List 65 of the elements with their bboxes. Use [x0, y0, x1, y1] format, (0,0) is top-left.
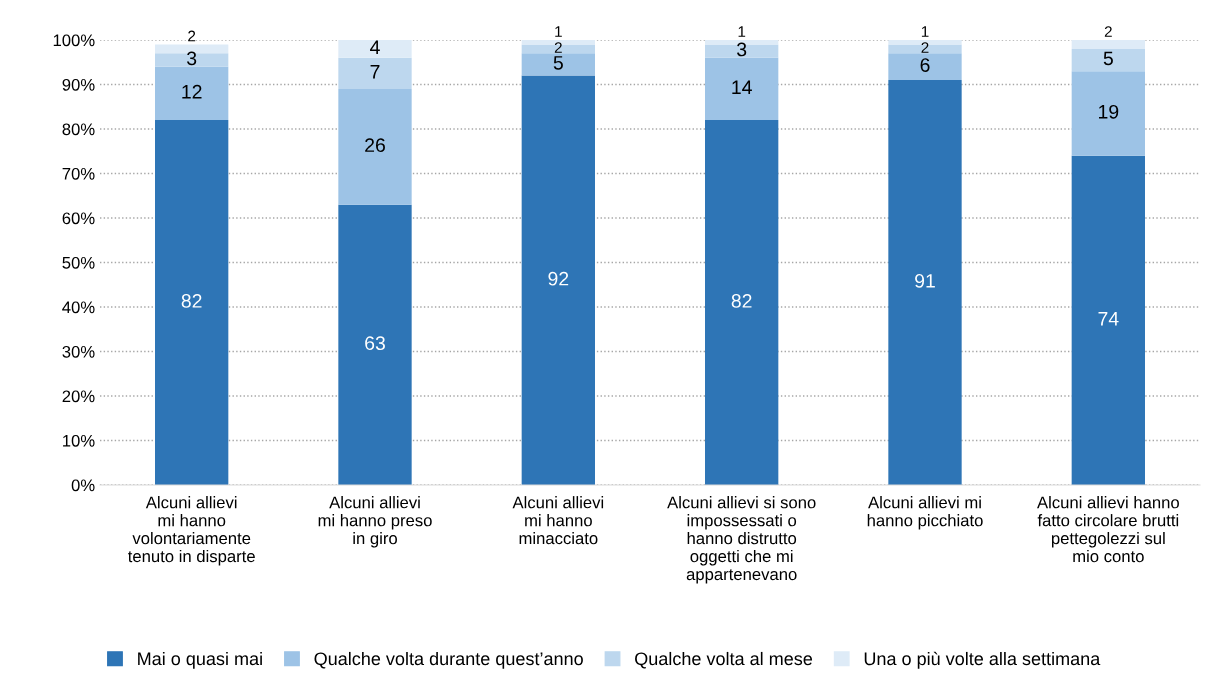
- data-label: 7: [370, 65, 380, 79]
- legend-label: Mai o quasi mai: [138, 651, 262, 669]
- x-tick-label: Alcuni allievi mi hanno preso in giro: [318, 496, 432, 548]
- legend-label: Qualche volta durante quest’anno: [314, 651, 583, 669]
- bar: [155, 66, 229, 121]
- bar: [888, 53, 962, 81]
- data-label: 6: [920, 58, 930, 72]
- y-tick-label: 70%: [62, 167, 95, 180]
- data-label: 82: [181, 294, 202, 308]
- data-label: 4: [370, 40, 380, 54]
- data-label: 2: [921, 42, 929, 53]
- y-tick-label: 90%: [62, 78, 95, 91]
- data-label: 2: [1104, 26, 1112, 37]
- data-label: 3: [187, 51, 197, 66]
- bar: [888, 44, 962, 54]
- bar: [338, 40, 412, 58]
- bar: [705, 57, 779, 121]
- y-tick-label: 80%: [62, 123, 95, 136]
- data-label: 82: [731, 294, 752, 308]
- bar: [155, 53, 229, 67]
- y-tick-label: 40%: [62, 301, 95, 314]
- data-label: 19: [1099, 104, 1119, 119]
- data-label: 5: [1103, 51, 1113, 66]
- y-tick-label: 30%: [62, 345, 95, 358]
- bar: [338, 57, 412, 89]
- x-tick-label: Alcuni allievi mi hanno volontariamente tenuto in disparte: [127, 496, 255, 566]
- data-label: 91: [915, 273, 935, 288]
- bar: [705, 44, 779, 58]
- x-tick-label: Alcuni allievi mi hanno picchiato: [867, 496, 983, 530]
- data-label: 26: [365, 138, 385, 153]
- bar: [1071, 40, 1145, 49]
- data-label: 74: [1098, 312, 1119, 326]
- x-tick-label: Alcuni allievi mi hanno minacciato: [512, 496, 604, 545]
- bar: [521, 44, 595, 54]
- bar: [1071, 48, 1145, 72]
- bar: [338, 204, 412, 485]
- y-tick-label: 10%: [63, 434, 95, 447]
- legend-label: Una o più volte alla settimana: [864, 651, 1101, 669]
- y-tick-label: 100%: [53, 34, 95, 47]
- y-tick-label: 50%: [62, 256, 95, 269]
- data-label: 92: [548, 271, 569, 286]
- data-label: 63: [365, 336, 385, 351]
- bar: [1071, 155, 1145, 485]
- bar: [338, 88, 412, 205]
- data-label: 2: [554, 42, 562, 53]
- y-tick-label: 0%: [71, 479, 95, 492]
- data-label: 3: [737, 42, 747, 57]
- data-label: 1: [738, 26, 746, 37]
- bar: [521, 53, 595, 76]
- y-tick-label: 20%: [62, 390, 95, 403]
- bar: [705, 120, 779, 485]
- data-label: 1: [555, 26, 562, 37]
- data-label: 14: [732, 80, 752, 94]
- x-tick-label: Alcuni allievi si sono impossessati o hanno distrutto oggetti che mi appartenevano: [667, 496, 816, 584]
- data-label: 2: [188, 30, 196, 42]
- data-label: 1: [921, 26, 929, 37]
- bar: [155, 120, 229, 485]
- legend-label: Qualche volta al mese: [635, 651, 813, 669]
- data-label: 12: [182, 84, 202, 99]
- x-tick-label: Alcuni allievi hanno fatto circolare brutti pettegolezzi sul mio conto: [1037, 496, 1179, 563]
- y-tick-label: 60%: [62, 212, 95, 225]
- data-label: 5: [553, 56, 563, 70]
- bar: [521, 75, 595, 485]
- bar: [1071, 71, 1145, 156]
- bar: [888, 80, 962, 485]
